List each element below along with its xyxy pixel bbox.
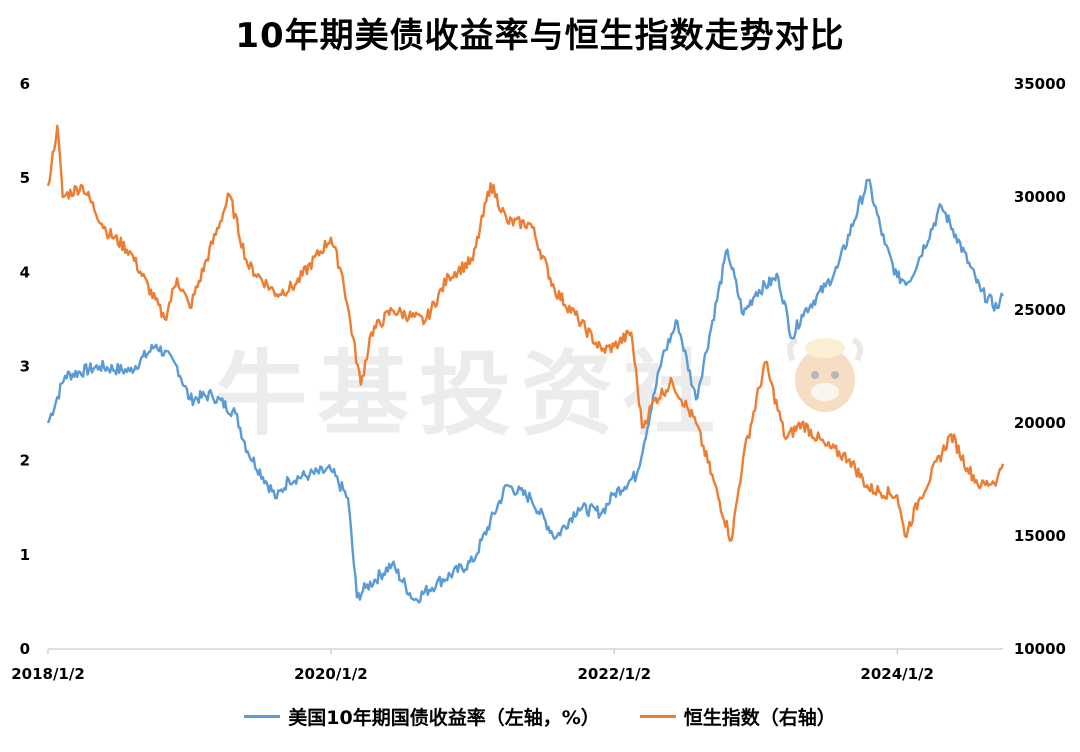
x-tick-label: 2018/1/2	[11, 665, 85, 683]
chart-title: 10年期美债收益率与恒生指数走势对比	[235, 16, 845, 56]
right-axis: 10000 15000 20000 25000 30000 35000	[1014, 75, 1066, 658]
x-tick-label: 2024/1/2	[860, 665, 934, 683]
mascot-watermark-icon	[786, 337, 864, 412]
legend-swatch-yield	[244, 715, 281, 718]
right-tick-label: 20000	[1014, 414, 1066, 432]
right-tick-label: 30000	[1014, 188, 1066, 206]
left-tick-label: 2	[20, 452, 30, 470]
left-tick-label: 1	[20, 546, 30, 564]
x-tick-label: 2022/1/2	[577, 665, 651, 683]
right-tick-label: 25000	[1014, 301, 1066, 319]
legend-swatch-hsi	[639, 715, 676, 718]
x-tick-label: 2020/1/2	[294, 665, 368, 683]
right-tick-label: 35000	[1014, 75, 1066, 93]
series-line-yield	[46, 178, 1004, 604]
left-tick-label: 3	[20, 358, 30, 376]
legend-label-yield: 美国10年期国债收益率（左轴，%）	[288, 707, 600, 729]
left-tick-label: 5	[20, 169, 30, 187]
x-axis: 2018/1/2 2020/1/2 2022/1/2 2024/1/2	[11, 649, 934, 683]
series-layer	[46, 124, 1005, 604]
left-axis: 0 1 2 3 4 5 6	[20, 75, 30, 658]
right-tick-label: 10000	[1014, 640, 1066, 658]
right-tick-label: 15000	[1014, 527, 1066, 545]
left-tick-label: 6	[20, 75, 30, 93]
legend-item-yield: 美国10年期国债收益率（左轴，%）	[244, 703, 600, 730]
legend-label-hsi: 恒生指数（右轴）	[683, 707, 836, 729]
legend-item-hsi: 恒生指数（右轴）	[639, 703, 836, 730]
legend: 美国10年期国债收益率（左轴，%） 恒生指数（右轴）	[0, 703, 1080, 730]
series-line-hsi	[46, 124, 1005, 542]
left-tick-label: 0	[20, 640, 30, 658]
left-tick-label: 4	[20, 263, 30, 281]
